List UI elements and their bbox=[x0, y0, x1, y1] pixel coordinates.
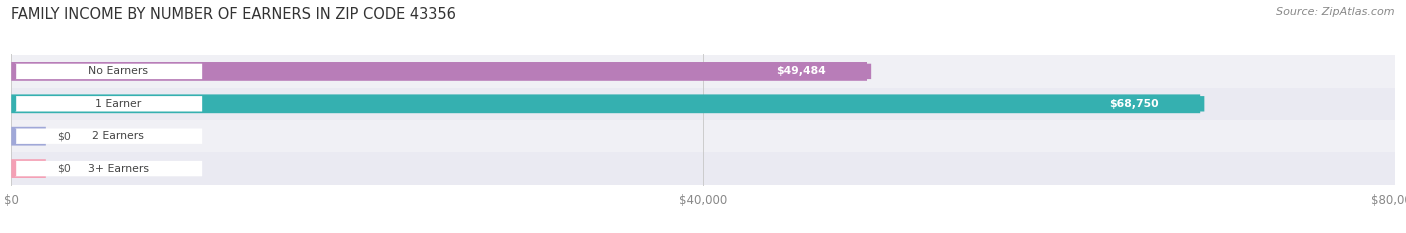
FancyBboxPatch shape bbox=[15, 128, 202, 144]
Text: $49,484: $49,484 bbox=[776, 66, 825, 76]
Text: FAMILY INCOME BY NUMBER OF EARNERS IN ZIP CODE 43356: FAMILY INCOME BY NUMBER OF EARNERS IN ZI… bbox=[11, 7, 456, 22]
FancyBboxPatch shape bbox=[1062, 96, 1205, 112]
FancyBboxPatch shape bbox=[11, 159, 46, 178]
FancyBboxPatch shape bbox=[11, 120, 1395, 152]
Text: 1 Earner: 1 Earner bbox=[96, 99, 141, 109]
Text: $0: $0 bbox=[56, 131, 70, 141]
FancyBboxPatch shape bbox=[728, 64, 872, 79]
FancyBboxPatch shape bbox=[11, 94, 1201, 113]
FancyBboxPatch shape bbox=[11, 127, 46, 146]
Text: No Earners: No Earners bbox=[89, 66, 148, 76]
Text: $68,750: $68,750 bbox=[1109, 99, 1159, 109]
FancyBboxPatch shape bbox=[15, 161, 202, 176]
FancyBboxPatch shape bbox=[11, 55, 1395, 88]
FancyBboxPatch shape bbox=[15, 96, 202, 112]
Text: 2 Earners: 2 Earners bbox=[93, 131, 143, 141]
FancyBboxPatch shape bbox=[11, 88, 1395, 120]
Text: Source: ZipAtlas.com: Source: ZipAtlas.com bbox=[1277, 7, 1395, 17]
FancyBboxPatch shape bbox=[11, 152, 1395, 185]
FancyBboxPatch shape bbox=[15, 64, 202, 79]
FancyBboxPatch shape bbox=[11, 62, 868, 81]
Text: 3+ Earners: 3+ Earners bbox=[87, 164, 149, 174]
Text: $0: $0 bbox=[56, 164, 70, 174]
